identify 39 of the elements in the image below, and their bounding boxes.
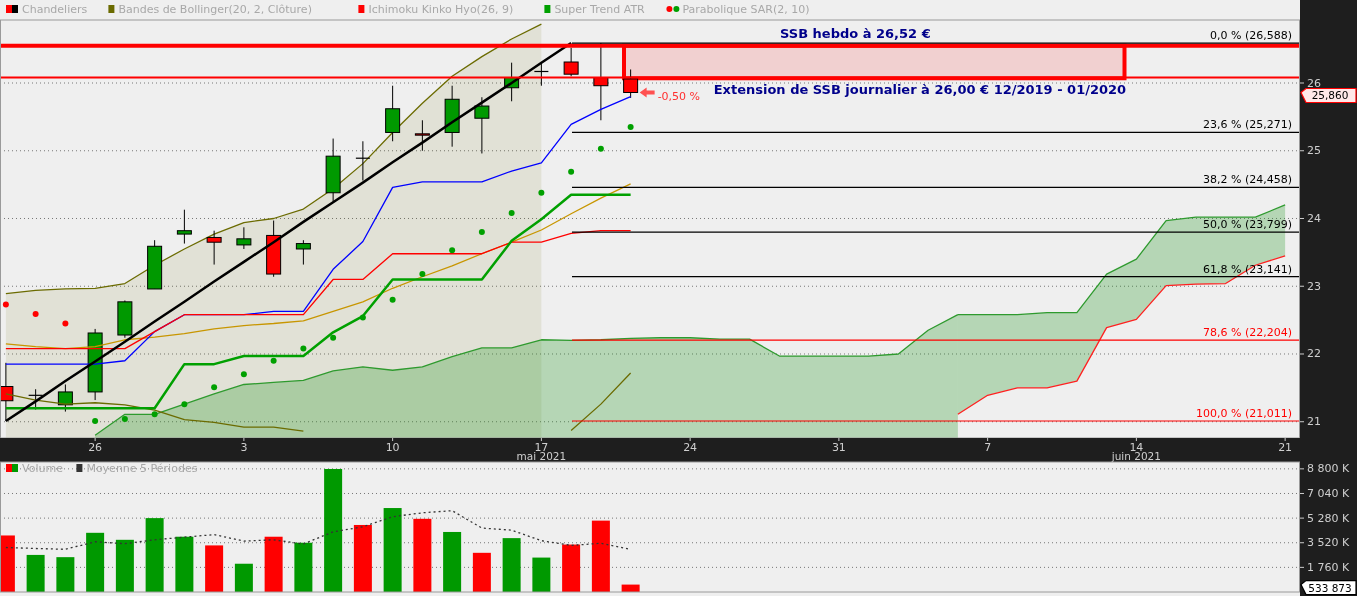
y-tick-label: 3 520 K: [1307, 536, 1350, 550]
y-tick-label: 5 280 K: [1307, 511, 1350, 525]
legend-label: Super Trend ATR: [554, 3, 646, 16]
y-tick-label: 7 040 K: [1307, 486, 1350, 500]
y-tick-label: 24: [1307, 212, 1321, 225]
x-tick-label: 10: [385, 441, 400, 454]
ref-line-label: 61,8 % (23,141): [1202, 262, 1292, 276]
ref-line-label: 100,0 % (21,011): [1195, 407, 1292, 420]
annotation: SSB hebdo à 26,52 €: [780, 25, 931, 41]
y-tick-label: 1 760 K: [1307, 560, 1350, 574]
band-label: Extension de SSB journalier à 26,00 € 12/2019 - 01/2020: [713, 82, 1127, 98]
text: 533 873: [1308, 581, 1352, 594]
y-tick-label: 8 800 K: [1307, 462, 1350, 476]
annotation: -0,50 %: [657, 90, 701, 104]
y-tick-label: 26: [1307, 76, 1321, 90]
ref-line-label: 38,2 % (24,458): [1202, 173, 1292, 187]
x-tick-label: 3: [240, 441, 248, 454]
legend-label: Bandes de Bollinger(20, 2, Clôture): [118, 3, 312, 16]
x-tick-label: 26: [88, 441, 103, 454]
ref-line-label: 78,6 % (22,204): [1202, 326, 1292, 340]
y-tick-label: 23: [1307, 279, 1321, 293]
legend-label: Chandeliers: [22, 3, 88, 16]
y-tick-label: 22: [1307, 347, 1321, 361]
x-tick-label: 24: [683, 441, 698, 454]
ref-line-label: 23,6 % (25,271): [1202, 118, 1292, 132]
text: juin 2021: [1110, 450, 1161, 462]
y-tick-label: 21: [1307, 415, 1321, 429]
legend-label: Moyenne 5 Périodes: [86, 462, 198, 475]
legend-label: Ichimoku Kinko Hyo(26, 9): [368, 3, 514, 16]
x-tick-label: 7: [984, 441, 992, 454]
y-tick-label: 25: [1307, 144, 1321, 158]
text: mai 2021: [516, 450, 567, 462]
ref-line-label: 50,0 % (23,799): [1202, 218, 1292, 232]
legend-label: Volume: [22, 462, 64, 475]
legend-label: Parabolique SAR(2, 10): [682, 3, 810, 16]
text: 25,860: [1311, 89, 1349, 102]
ref-line-label: 0,0 % (26,588): [1209, 29, 1292, 43]
x-tick-label: 31: [831, 441, 846, 454]
x-tick-label: 21: [1278, 441, 1293, 454]
